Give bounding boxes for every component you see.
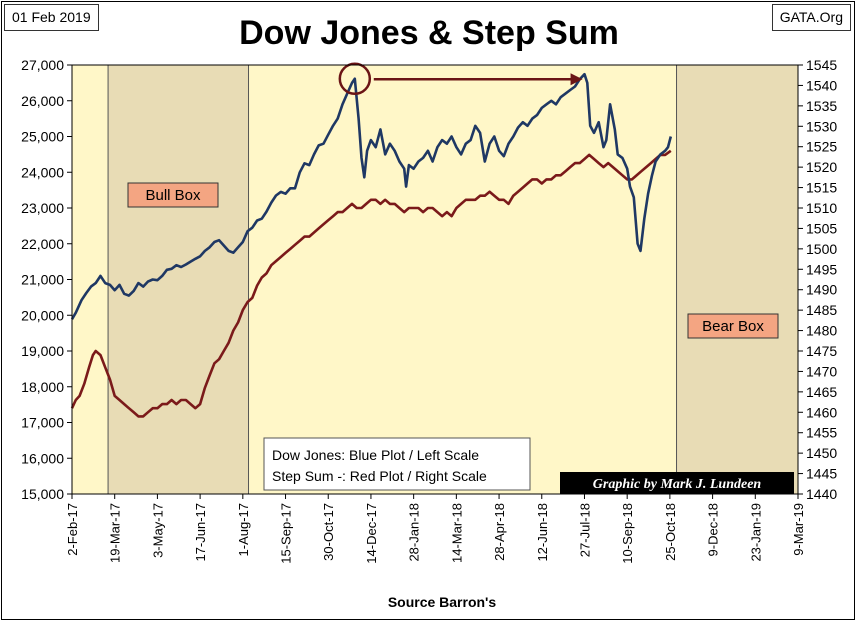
right-tick-label: 1465 xyxy=(806,384,837,400)
right-tick-label: 1540 xyxy=(806,77,837,93)
right-axis: 1440 1445 1450 1455 1460 1465 1470 1475 1480 1485… xyxy=(798,57,837,502)
credit-text: Graphic by Mark J. Lundeen xyxy=(593,477,762,492)
right-tick-label: 1485 xyxy=(806,302,837,318)
right-tick-label: 1440 xyxy=(806,486,837,502)
site-label: GATA.Org xyxy=(771,4,851,31)
x-tick-label: 25-Oct-18 xyxy=(663,503,678,561)
left-tick-label: 25,000 xyxy=(21,129,64,145)
right-tick-label: 1505 xyxy=(806,220,837,236)
x-tick-label: 30-Oct-17 xyxy=(321,503,336,561)
bull-box-label: Bull Box xyxy=(145,187,201,204)
right-tick-label: 1470 xyxy=(806,363,837,379)
left-tick-label: 21,000 xyxy=(21,272,64,288)
x-tick-label: 28-Apr-18 xyxy=(492,503,507,561)
right-tick-label: 1510 xyxy=(806,200,837,216)
shaded-region-2 xyxy=(676,65,798,494)
dow-jones-line xyxy=(70,72,673,320)
right-tick-label: 1520 xyxy=(806,159,837,175)
left-tick-label: 24,000 xyxy=(21,164,64,180)
legend-box xyxy=(263,437,531,491)
right-tick-label: 1525 xyxy=(806,139,837,155)
left-tick-label: 19,000 xyxy=(21,343,64,359)
x-tick-label: 9-Dec-18 xyxy=(706,503,721,556)
x-tick-label: 17-Jun-17 xyxy=(193,503,208,562)
left-tick-label: 17,000 xyxy=(21,415,64,431)
x-tick-label: 3-May-17 xyxy=(150,503,165,558)
legend-line-1: Dow Jones: Blue Plot / Left Scale xyxy=(272,447,479,463)
left-tick-label: 18,000 xyxy=(21,379,64,395)
credit-bg xyxy=(560,472,794,494)
step-sum-line xyxy=(70,149,672,418)
plot-border xyxy=(71,64,799,495)
x-axis-label: Source Barron's xyxy=(388,594,497,610)
right-tick-label: 1475 xyxy=(806,343,837,359)
right-tick-label: 1445 xyxy=(806,466,837,482)
right-tick-label: 1535 xyxy=(806,98,837,114)
right-tick-label: 1495 xyxy=(806,261,837,277)
x-tick-label: 15-Sep-17 xyxy=(279,503,294,564)
x-tick-label: 23-Jan-19 xyxy=(748,503,763,562)
left-tick-label: 26,000 xyxy=(21,93,64,109)
right-tick-label: 1515 xyxy=(806,180,837,196)
left-tick-label: 27,000 xyxy=(21,57,64,73)
shaded-region-1 xyxy=(108,65,249,494)
left-axis: 15,000 16,000 17,000 18,000 19,000 20,000 21,0… xyxy=(21,57,72,502)
annotations xyxy=(338,62,583,95)
x-tick-label: 12-Jun-18 xyxy=(535,503,550,562)
right-tick-label: 1500 xyxy=(806,241,837,257)
x-tick-label: 9-Mar-19 xyxy=(791,503,806,556)
bear-box-label-bg xyxy=(687,313,779,339)
right-tick-label: 1530 xyxy=(806,118,837,134)
x-tick-label: 1-Aug-17 xyxy=(236,503,251,556)
chart-title: Dow Jones & Step Sum xyxy=(239,14,619,52)
right-tick-label: 1545 xyxy=(806,57,837,73)
shaded-regions xyxy=(107,65,798,494)
x-tick-label: 27-Jul-18 xyxy=(577,503,592,557)
bull-box-label-bg xyxy=(127,182,219,208)
x-tick-label: 19-Mar-17 xyxy=(108,503,123,563)
x-tick-label: 10-Sep-18 xyxy=(620,503,635,564)
left-tick-label: 15,000 xyxy=(21,486,64,502)
x-tick-label: 14-Dec-17 xyxy=(364,503,379,564)
right-tick-label: 1490 xyxy=(806,282,837,298)
right-tick-label: 1480 xyxy=(806,323,837,339)
x-tick-label: 28-Jan-18 xyxy=(407,503,422,562)
right-tick-label: 1450 xyxy=(806,445,837,461)
peak-arrow-head xyxy=(570,73,583,86)
x-axis: 2-Feb-17 19-Mar-17 3-May-17 17-Jun-17 1-Aug-… xyxy=(65,494,806,564)
bear-box-label: Bear Box xyxy=(702,318,764,335)
left-tick-label: 22,000 xyxy=(21,236,64,252)
left-tick-label: 16,000 xyxy=(21,450,64,466)
left-tick-label: 20,000 xyxy=(21,307,64,323)
legend-line-2: Step Sum -: Red Plot / Right Scale xyxy=(272,468,487,484)
right-tick-label: 1455 xyxy=(806,425,837,441)
x-tick-label: 2-Feb-17 xyxy=(65,503,80,556)
date-label: 01 Feb 2019 xyxy=(4,4,99,31)
left-tick-label: 23,000 xyxy=(21,200,64,216)
x-tick-label: 14-Mar-18 xyxy=(449,503,464,563)
right-tick-label: 1460 xyxy=(806,404,837,420)
peak-circle-marker xyxy=(338,62,372,95)
